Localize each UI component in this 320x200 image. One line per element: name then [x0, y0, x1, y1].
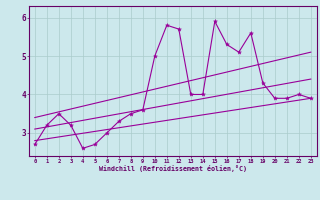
X-axis label: Windchill (Refroidissement éolien,°C): Windchill (Refroidissement éolien,°C): [99, 165, 247, 172]
